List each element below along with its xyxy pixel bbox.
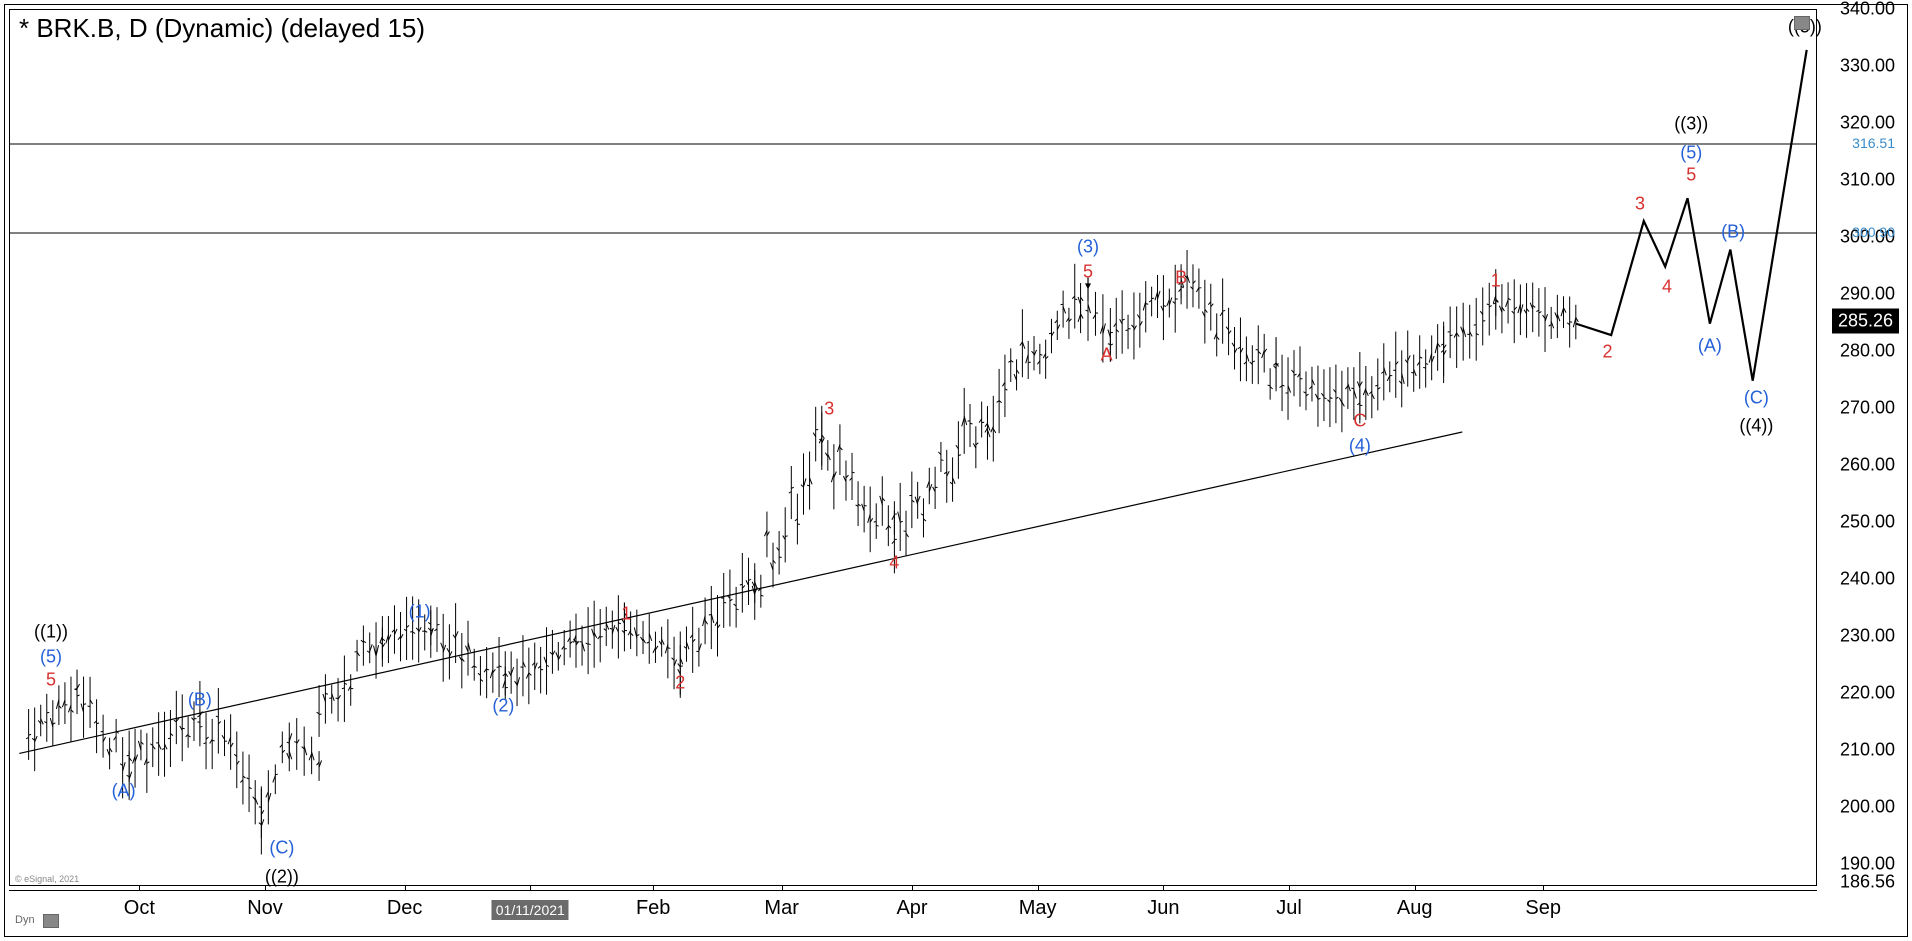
y-tick: 340.00 [1840,0,1895,20]
plot-area[interactable]: ((1))(5)5(A)(B)(C)((2))(1)(2)1234(3)5ABC… [9,9,1817,886]
wave-label: 4 [1662,276,1672,297]
price-line-label: 316.51 [1852,135,1895,151]
x-grid-tick [1038,885,1039,891]
wave-label: (5) [40,647,62,668]
wave-label: 2 [675,672,685,693]
x-tick: Jul [1276,897,1302,920]
wave-label: (A) [1698,336,1722,357]
current-price-marker: 285.26 [1832,309,1899,334]
x-grid-tick [1289,885,1290,891]
y-tick: 250.00 [1840,512,1895,533]
wave-label: 4 [889,553,899,574]
x-grid-tick [405,885,406,891]
y-tick: 320.00 [1840,113,1895,134]
wave-label: 5 [1686,165,1696,186]
x-grid-tick [1163,885,1164,891]
bottom-left-label: Dyn [15,914,35,926]
x-tick: Dec [387,897,423,920]
x-tick: Aug [1397,897,1433,920]
wave-label: (A) [112,781,136,802]
y-tick: 260.00 [1840,455,1895,476]
tool-icon[interactable] [43,914,59,928]
wave-label: 5 [46,670,56,691]
x-tick: Feb [636,897,670,920]
y-tick: 210.00 [1840,740,1895,761]
x-tick: Apr [896,897,927,920]
wave-label: (C) [1744,387,1769,408]
x-tick: Mar [764,897,798,920]
x-grid-tick [782,885,783,891]
expand-icon[interactable] [1794,16,1810,30]
y-tick: 290.00 [1840,284,1895,305]
y-tick: 230.00 [1840,626,1895,647]
x-grid-tick [265,885,266,891]
wave-label: 1 [1491,270,1501,291]
x-tick: Jun [1147,897,1179,920]
price-line-label: 300.90 [1852,224,1895,240]
y-axis: 340.00330.00320.00310.00300.00290.00280.… [1821,9,1903,886]
wave-label: (5) [1680,142,1702,163]
wave-label: (2) [492,695,514,716]
wave-label: 5 [1083,262,1093,283]
wave-label: (4) [1349,436,1371,457]
wave-label: B [1175,268,1187,289]
wave-label: ((3)) [1674,114,1708,135]
x-grid-tick [530,885,531,891]
copyright: © eSignal, 2021 [15,874,79,884]
wave-label: 1 [621,604,631,625]
wave-label: (3) [1077,236,1099,257]
wave-label: 2 [1602,342,1612,363]
wave-label: ((2)) [265,866,299,887]
x-tick: May [1019,897,1057,920]
wave-label: (1) [409,601,431,622]
wave-label: (B) [1721,222,1745,243]
wave-label: 3 [824,399,834,420]
wave-label: A [1101,345,1113,366]
x-grid-tick [139,885,140,891]
y-tick: 240.00 [1840,569,1895,590]
y-tick: 280.00 [1840,341,1895,362]
x-grid-tick [912,885,913,891]
wave-label: C [1353,410,1366,431]
y-tick: 330.00 [1840,56,1895,77]
x-tick: Nov [247,897,283,920]
x-tick: Sep [1525,897,1561,920]
wave-label: (B) [188,690,212,711]
chart-container: * BRK.B, D (Dynamic) (delayed 15) ((1))(… [4,4,1908,937]
x-axis: Oct Nov Dec Feb Mar Apr May Jun Jul Aug Sep 01/11/2… [9,890,1817,932]
wave-label: ((4)) [1739,416,1773,437]
y-tick-bottom: 186.56 [1840,872,1895,893]
y-tick: 200.00 [1840,797,1895,818]
x-tick-highlight: 01/11/2021 [492,900,569,920]
wave-label: ((1)) [34,621,68,642]
y-tick: 220.00 [1840,683,1895,704]
wave-label: (C) [269,838,294,859]
y-tick: 310.00 [1840,170,1895,191]
wave-label: 3 [1635,193,1645,214]
x-grid-tick [1543,885,1544,891]
y-tick: 270.00 [1840,398,1895,419]
x-grid-tick [653,885,654,891]
wave-label-layer: ((1))(5)5(A)(B)(C)((2))(1)(2)1234(3)5ABC… [10,10,1816,885]
x-grid-tick [1415,885,1416,891]
x-tick: Oct [124,897,155,920]
